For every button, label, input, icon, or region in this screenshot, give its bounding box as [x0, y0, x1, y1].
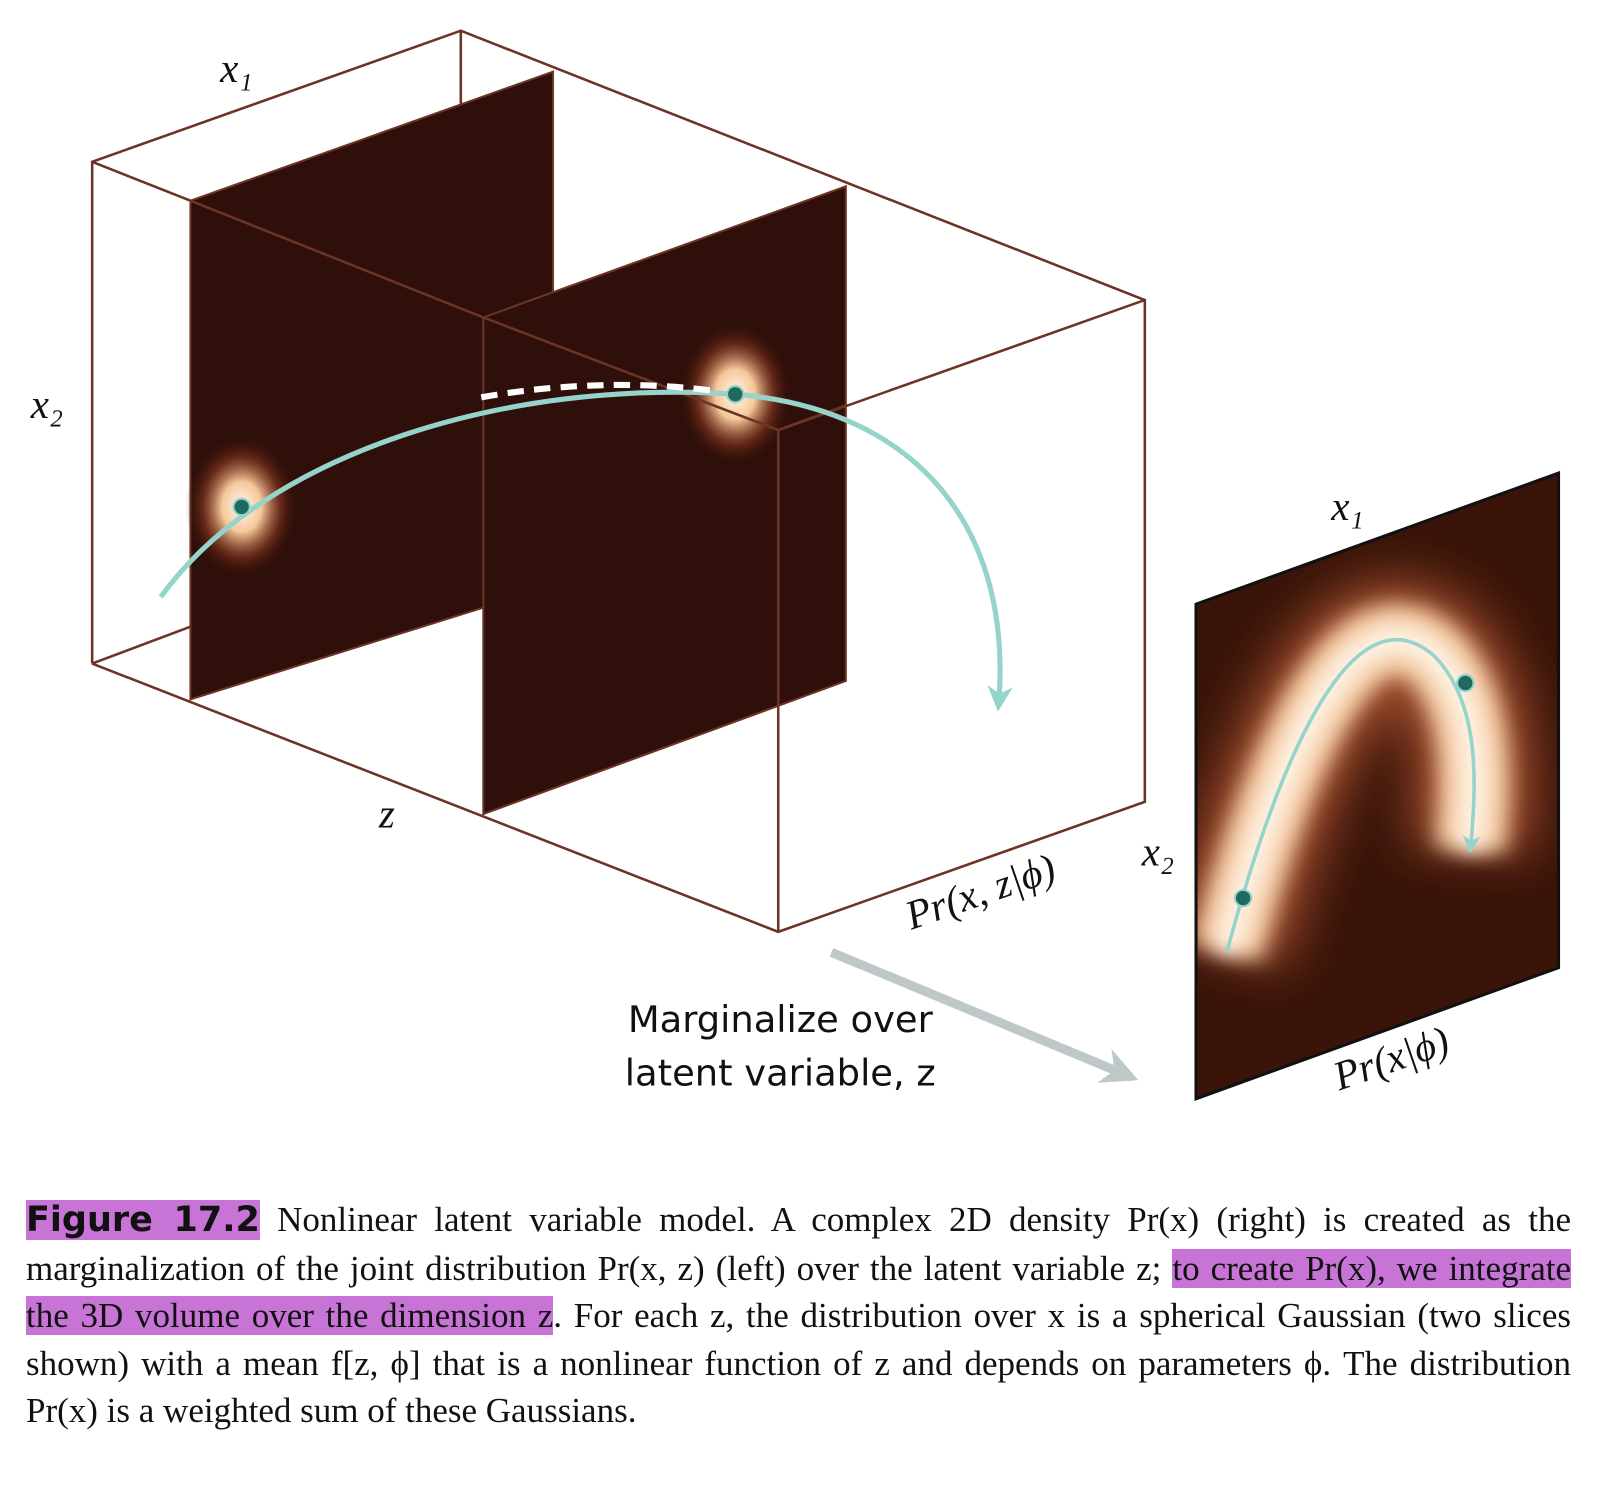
label-z: z [378, 790, 395, 836]
caption: Figure 17.2 Nonlinear latent variable mo… [26, 1196, 1572, 1435]
arrow-text: Marginalize over [628, 998, 934, 1041]
marginalize-arrow [829, 948, 1139, 1083]
arrow-text: latent variable, z [625, 1051, 936, 1094]
panel-x1: x₁ [1330, 483, 1363, 529]
caption-text: Nonlinear latent variable model. A compl… [26, 1200, 1571, 1288]
label-joint: Pr(x, z|ϕ) [898, 844, 1061, 938]
mean-curve [158, 389, 1013, 712]
caption-text: . For each z, the distribution over x is… [26, 1296, 1571, 1430]
label-x2: x₂ [30, 381, 63, 427]
caption-label: Figure 17.2 [26, 1200, 260, 1240]
label-x1: x₁ [219, 45, 252, 91]
marginal-panel [1196, 473, 1559, 1099]
diagram: x₁ x₂ z Pr(x, z|ϕ) x₁ x₂ Pr(x|ϕ) Margina… [30, 29, 1561, 1101]
panel-x2: x₂ [1141, 828, 1174, 874]
figure: x₁ x₂ z Pr(x, z|ϕ) x₁ x₂ Pr(x|ϕ) Margina… [30, 29, 1561, 1101]
box-front [91, 298, 1146, 932]
